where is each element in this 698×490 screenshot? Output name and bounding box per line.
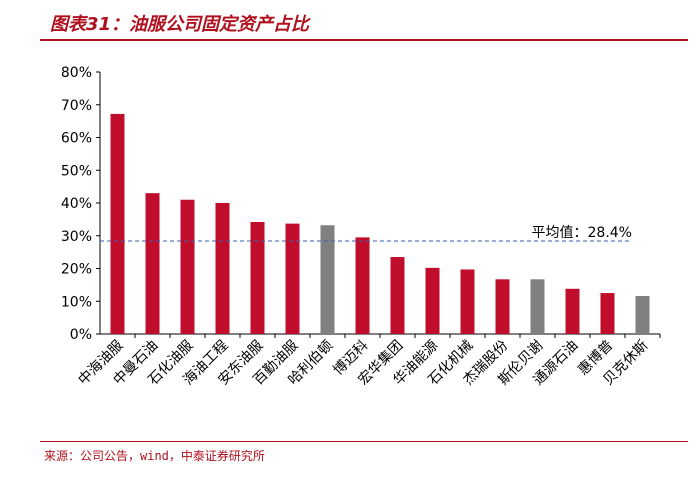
bar — [565, 288, 580, 334]
x-axis-labels: 中海油服中曼石油石化油服海油工程安东油服百勤油服哈利伯顿博迈科宏华集团华油能源石… — [75, 334, 661, 388]
y-axis: 0% 10% 20% 30% 40% 50% 60% 70% 80% — [61, 65, 660, 343]
bar — [460, 269, 475, 334]
bar — [215, 203, 230, 334]
title-divider — [40, 39, 688, 41]
y-tick-label: 50% — [61, 163, 92, 179]
source-note: 来源：公司公告，wind，中泰证券研究所 — [44, 449, 265, 463]
bar — [425, 267, 440, 334]
y-tick-label: 80% — [61, 65, 92, 81]
footer-divider — [40, 441, 688, 442]
y-tick-label: 70% — [61, 98, 92, 114]
chart-title: 图表31：油服公司固定资产占比 — [50, 14, 310, 35]
bar — [110, 113, 125, 334]
bar — [530, 279, 545, 334]
bar — [285, 223, 300, 334]
bar — [145, 193, 160, 334]
bars — [110, 113, 650, 334]
bar — [320, 225, 335, 334]
y-tick-label: 40% — [61, 196, 92, 212]
bar — [600, 293, 615, 334]
y-tick-label: 20% — [61, 262, 92, 278]
bar — [390, 257, 405, 334]
average-label: 平均值：28.4% — [532, 225, 632, 241]
y-tick-label: 30% — [61, 229, 92, 245]
bar — [180, 199, 195, 334]
y-tick-label: 60% — [61, 131, 92, 147]
y-tick-label: 0% — [70, 327, 92, 343]
bar — [355, 237, 370, 334]
y-tick-label: 10% — [61, 294, 92, 310]
bar — [635, 296, 650, 334]
bar — [250, 221, 265, 334]
bar — [495, 279, 510, 334]
